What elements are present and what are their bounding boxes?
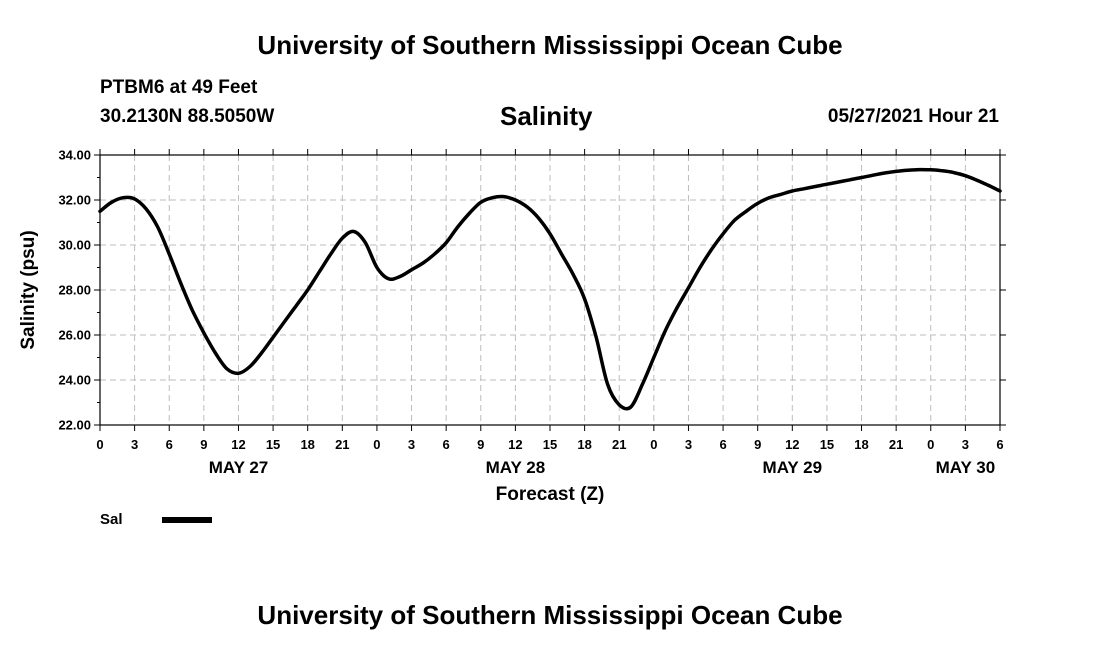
x-tick-label: 9: [477, 437, 484, 452]
x-tick-label: 18: [577, 437, 591, 452]
x-tick-label: 21: [889, 437, 903, 452]
x-tick-label: 12: [231, 437, 245, 452]
date-labels: MAY 27 MAY 28 MAY 29 MAY 30: [209, 458, 995, 477]
x-tick-label: 15: [266, 437, 280, 452]
x-tick-label: 21: [612, 437, 626, 452]
date-label: MAY 27: [209, 458, 269, 477]
legend: Sal: [100, 511, 212, 528]
y-tick-label: 32.00: [58, 193, 91, 208]
x-tick-label: 0: [927, 437, 934, 452]
x-tick-label: 0: [96, 437, 103, 452]
x-tick-label: 0: [650, 437, 657, 452]
y-tick-labels: 22.00 24.00 26.00 28.00 30.00 32.00 34.00: [58, 148, 91, 433]
x-tick-label: 0: [373, 437, 380, 452]
salinity-series-line: [98, 167, 1002, 411]
timestamp-label: 05/27/2021 Hour 21: [827, 106, 999, 127]
x-tick-label: 12: [508, 437, 522, 452]
x-tick-label: 3: [131, 437, 138, 452]
x-tick-label: 6: [719, 437, 726, 452]
x-axis-title: Forecast (Z): [496, 484, 605, 505]
y-tick-label: 22.00: [58, 418, 91, 433]
axis-ticks: [94, 149, 1006, 431]
bottom-title: University of Southern Mississippi Ocean…: [257, 600, 843, 630]
y-tick-label: 26.00: [58, 328, 91, 343]
y-tick-label: 24.00: [58, 373, 91, 388]
x-tick-label: 15: [820, 437, 834, 452]
y-axis-title: Salinity (psu): [18, 230, 39, 349]
date-label: MAY 29: [763, 458, 823, 477]
x-tick-labels: 0 3 6 9 12 15 18 21 0 3 6 9 12 15 18 21 0 3 6 9 12 15 18 21 0 3 6: [96, 437, 1003, 452]
x-tick-label: 9: [200, 437, 207, 452]
x-tick-label: 18: [854, 437, 868, 452]
x-tick-label: 18: [300, 437, 314, 452]
x-tick-label: 15: [543, 437, 557, 452]
x-tick-label: 3: [685, 437, 692, 452]
date-label: MAY 28: [486, 458, 546, 477]
y-tick-label: 30.00: [58, 238, 91, 253]
chart-title: Salinity: [500, 101, 593, 131]
station-label: PTBM6 at 49 Feet: [100, 77, 258, 98]
coordinates-label: 30.2130N 88.5050W: [100, 106, 275, 127]
x-tick-label: 21: [335, 437, 349, 452]
top-title: University of Southern Mississippi Ocean…: [257, 30, 843, 60]
x-tick-label: 12: [785, 437, 799, 452]
x-tick-label: 3: [962, 437, 969, 452]
plot-frame: [99, 154, 1001, 426]
x-tick-label: 6: [166, 437, 173, 452]
x-tick-label: 6: [996, 437, 1003, 452]
x-tick-label: 6: [443, 437, 450, 452]
grid-lines: [100, 155, 1000, 425]
x-tick-label: 9: [754, 437, 761, 452]
y-tick-label: 34.00: [58, 148, 91, 163]
y-tick-label: 28.00: [58, 283, 91, 298]
x-tick-label: 3: [408, 437, 415, 452]
date-label: MAY 30: [936, 458, 996, 477]
legend-label-sal: Sal: [100, 511, 123, 528]
